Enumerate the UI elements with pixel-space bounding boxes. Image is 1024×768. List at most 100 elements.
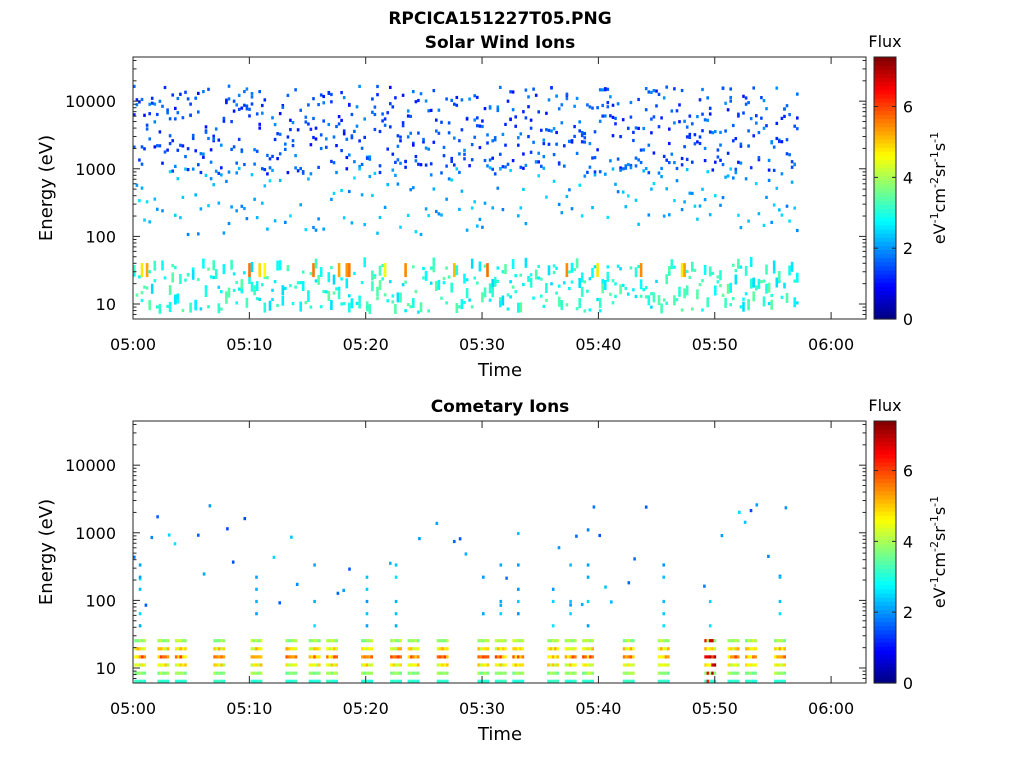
- colorbar-segment: [874, 314, 896, 320]
- heatmap-cell: [760, 96, 763, 100]
- heatmap-cell: [213, 655, 216, 659]
- heatmap-cell: [650, 90, 653, 94]
- heatmap-cell: [350, 134, 354, 138]
- heatmap-cell: [556, 679, 560, 683]
- heatmap-cell: [611, 134, 615, 138]
- heatmap-cell: [158, 130, 162, 134]
- heatmap-cell: [255, 663, 258, 667]
- heatmap-cell: [747, 219, 750, 223]
- heatmap-cell: [337, 289, 341, 300]
- heatmap-cell: [184, 167, 187, 171]
- heatmap-cell: [414, 290, 418, 294]
- heatmap-cell: [163, 85, 167, 90]
- heatmap-cell: [477, 663, 480, 667]
- heatmap-cell: [704, 671, 707, 675]
- heatmap-cell: [350, 136, 354, 140]
- heatmap-cell: [168, 134, 172, 138]
- heatmap-cell: [569, 599, 572, 604]
- heatmap-cell: [348, 263, 351, 278]
- heatmap-cell: [564, 671, 568, 675]
- heatmap-cell: [749, 671, 753, 675]
- heatmap-cell: [191, 133, 195, 137]
- heatmap-cell: [143, 113, 146, 117]
- heatmap-cell: [419, 92, 423, 96]
- heatmap-cell: [290, 535, 293, 539]
- heatmap-cell: [429, 173, 433, 177]
- heatmap-cell: [271, 154, 274, 158]
- heatmap-cell: [345, 155, 349, 160]
- heatmap-cell: [727, 639, 731, 643]
- heatmap-cell: [647, 171, 651, 175]
- heatmap-cell: [290, 639, 293, 643]
- x-tick-label: 05:40: [575, 699, 621, 718]
- heatmap-cell: [788, 153, 791, 157]
- heatmap-cell: [445, 266, 448, 270]
- heatmap-cell: [737, 112, 740, 116]
- heatmap-cell: [446, 655, 449, 659]
- heatmap-cell: [422, 276, 425, 280]
- heatmap-cell: [784, 506, 788, 510]
- heatmap-cell: [514, 115, 517, 119]
- heatmap-cell: [301, 270, 305, 274]
- heatmap-cell: [215, 639, 219, 643]
- heatmap-cell: [399, 292, 402, 303]
- heatmap-cell: [522, 282, 525, 287]
- heatmap-cell: [143, 285, 146, 289]
- heatmap-cell: [450, 98, 453, 102]
- colorbar-segment: [874, 273, 896, 279]
- heatmap-cell: [775, 277, 779, 288]
- colorbar-segment: [874, 519, 896, 524]
- heatmap-cell: [688, 275, 692, 279]
- heatmap-cell: [353, 129, 356, 133]
- heatmap-cell: [642, 288, 645, 292]
- heatmap-cell: [222, 663, 226, 667]
- heatmap-cell: [698, 135, 702, 139]
- heatmap-cell: [788, 113, 791, 117]
- heatmap-cell: [726, 283, 730, 294]
- heatmap-cell: [668, 266, 671, 276]
- heatmap-cell: [445, 97, 448, 101]
- heatmap-cell: [614, 182, 617, 186]
- heatmap-cell: [486, 647, 490, 651]
- y-tick-label: 10000: [65, 456, 116, 475]
- colorbar-segment: [874, 134, 896, 140]
- heatmap-cell: [494, 679, 498, 683]
- heatmap-cell: [179, 143, 182, 147]
- heatmap-cell: [783, 285, 786, 289]
- heatmap-cell: [479, 679, 483, 683]
- heatmap-cell: [409, 131, 412, 135]
- heatmap-cell: [424, 272, 428, 276]
- heatmap-cell: [443, 671, 447, 675]
- colorbar-segment: [874, 506, 896, 512]
- heatmap-cell: [167, 533, 171, 537]
- heatmap-cell: [796, 116, 799, 120]
- heatmap-cell: [783, 671, 786, 675]
- heatmap-cell: [497, 671, 500, 675]
- heatmap-cell: [412, 143, 415, 147]
- x-tick-label: 05:30: [459, 699, 505, 718]
- heatmap-cell: [370, 671, 373, 675]
- heatmap-cell: [143, 655, 147, 659]
- heatmap-cell: [598, 170, 602, 174]
- heatmap-cell: [584, 663, 587, 667]
- heatmap-cell: [762, 126, 766, 130]
- heatmap-cell: [287, 679, 291, 683]
- heatmap-cell: [704, 663, 707, 667]
- heatmap-cell: [470, 305, 474, 309]
- heatmap-cell: [174, 213, 177, 217]
- colorbar-segment: [874, 106, 896, 111]
- heatmap-cell: [493, 172, 497, 176]
- heatmap-cell: [373, 112, 377, 117]
- heatmap-cell: [308, 639, 312, 643]
- heatmap-cell: [483, 158, 487, 163]
- heatmap-cell: [650, 131, 653, 135]
- heatmap-cell: [721, 163, 725, 167]
- heatmap-cell: [583, 136, 587, 140]
- heatmap-cell: [318, 647, 321, 651]
- heatmap-cell: [399, 135, 402, 139]
- heatmap-cell: [237, 287, 241, 291]
- heatmap-cell: [569, 679, 572, 683]
- colorbar-segment: [874, 65, 896, 70]
- heatmap-cell: [328, 655, 332, 659]
- heatmap-layer: [133, 84, 799, 315]
